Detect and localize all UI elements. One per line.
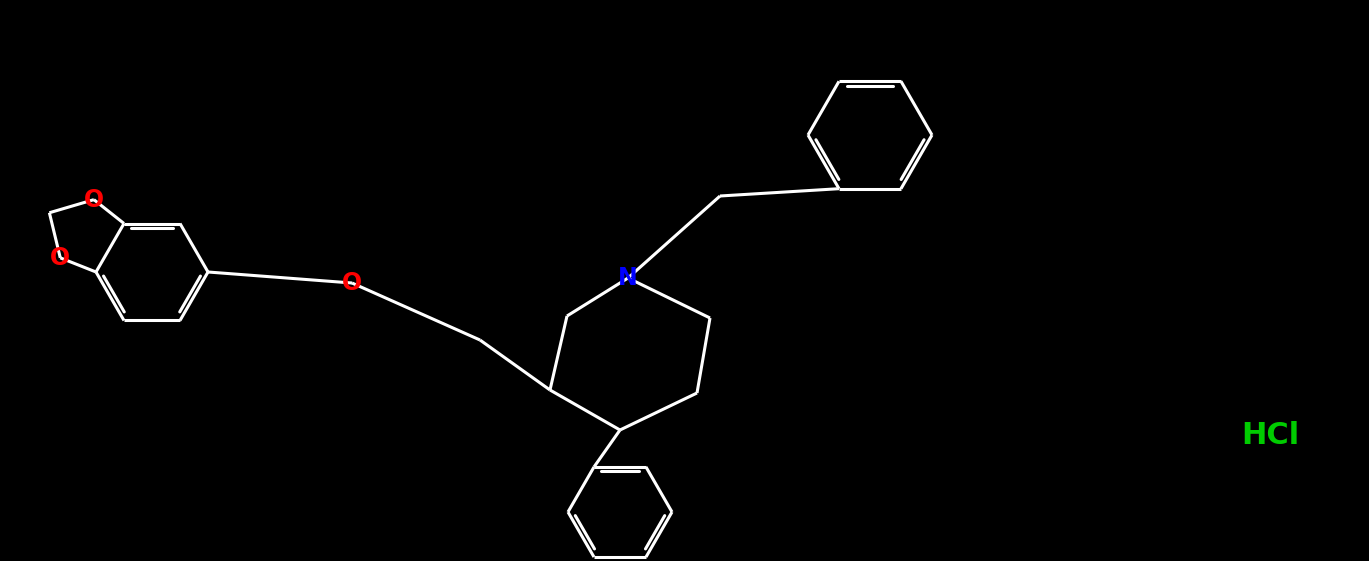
Text: O: O [51, 246, 70, 270]
Text: O: O [84, 187, 104, 211]
Text: O: O [342, 271, 361, 295]
Text: N: N [619, 266, 638, 290]
Text: HCl: HCl [1240, 421, 1299, 449]
